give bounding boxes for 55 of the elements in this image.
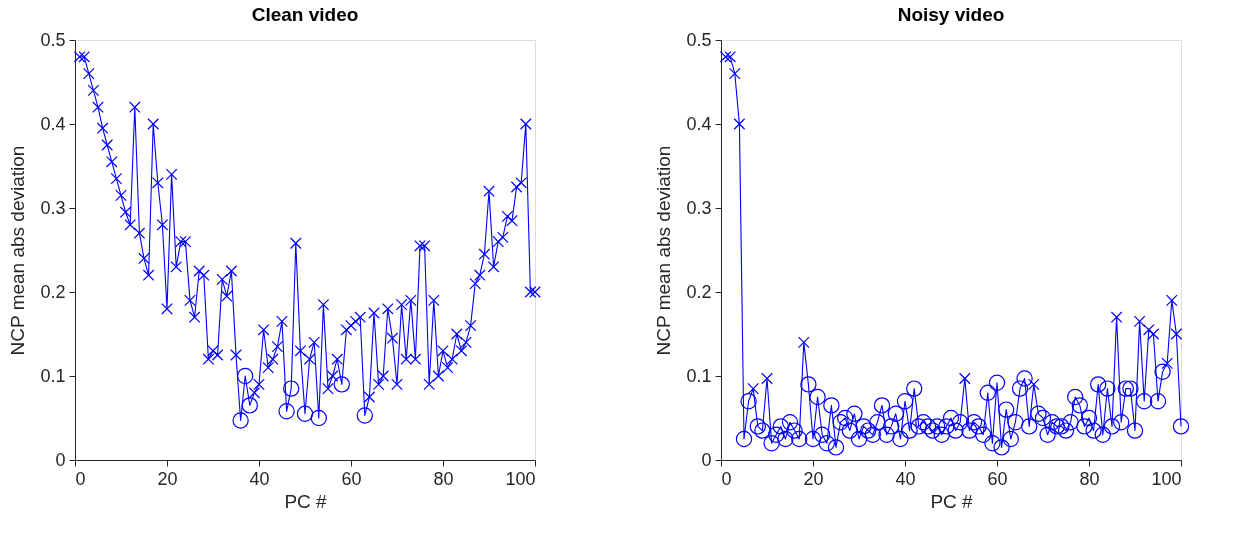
x-tick-label: 20: [157, 468, 178, 489]
point: [1027, 378, 1040, 391]
y-tick-label: 0.4: [40, 113, 66, 134]
x-tick-label: 80: [433, 468, 454, 489]
point: [719, 50, 732, 63]
point: [283, 380, 300, 397]
point: [728, 67, 741, 80]
x-axis-title: PC #: [930, 490, 974, 512]
x-tick-label: 100: [505, 468, 536, 489]
y-tick-label: 0.3: [686, 197, 712, 218]
point: [797, 336, 810, 349]
point: [296, 405, 314, 422]
point: [232, 412, 249, 429]
y-axis-title: NCP mean abs deviation: [653, 145, 675, 356]
chart-title: Clean video: [251, 4, 359, 25]
point: [1133, 315, 1146, 328]
x-tick-label: 0: [721, 468, 732, 489]
chart-title: Noisy video: [897, 4, 1005, 25]
point: [237, 367, 254, 385]
point: [724, 50, 737, 63]
point: [1147, 328, 1160, 340]
point: [310, 409, 327, 427]
x-axis-title: PC #: [284, 490, 328, 512]
y-tick-label: 0: [55, 449, 66, 470]
y-axis-title: NCP mean abs deviation: [7, 145, 29, 356]
point: [958, 372, 971, 385]
point: [747, 382, 760, 395]
y-tick-label: 0.5: [686, 29, 712, 50]
x-tick-label: 60: [341, 468, 362, 489]
x-tick-label: 80: [1079, 468, 1100, 489]
point: [1161, 357, 1174, 370]
point: [1142, 323, 1155, 336]
y-tick-label: 0.3: [40, 197, 66, 218]
y-tick-label: 0.5: [40, 29, 66, 50]
point: [1165, 294, 1178, 307]
point: [356, 407, 373, 424]
point: [278, 403, 295, 420]
y-tick-label: 0.2: [40, 281, 66, 302]
y-tick-label: 0.1: [686, 365, 712, 386]
x-tick-label: 40: [895, 468, 916, 489]
point: [1110, 311, 1123, 324]
x-tick-label: 0: [75, 468, 86, 489]
point: [1170, 328, 1183, 340]
point: [761, 372, 773, 385]
x-tick-label: 60: [987, 468, 1008, 489]
x-tick-label: 100: [1151, 468, 1182, 489]
y-tick-label: 0.1: [40, 365, 66, 386]
y-tick-label: 0.4: [686, 113, 712, 134]
y-tick-label: 0.2: [686, 281, 712, 302]
point: [241, 397, 258, 414]
y-tick-label: 0: [701, 449, 712, 470]
point: [333, 376, 350, 393]
x-tick-label: 40: [249, 468, 270, 489]
x-tick-label: 20: [803, 468, 824, 489]
point: [733, 118, 746, 130]
